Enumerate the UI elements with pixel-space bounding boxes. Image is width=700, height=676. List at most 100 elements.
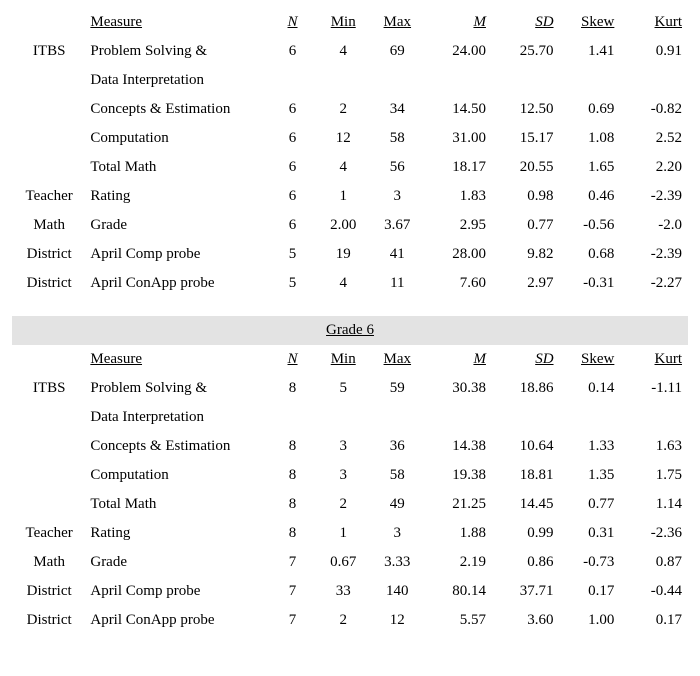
cell-max: 140: [370, 577, 424, 606]
cell-measure: April Comp probe: [86, 240, 269, 269]
cell-kurt: 1.63: [620, 432, 688, 461]
cell-max: 41: [370, 240, 424, 269]
cell-skew: 0.46: [560, 182, 621, 211]
cell-sd: 0.86: [492, 548, 560, 577]
cell-n: 6: [269, 211, 316, 240]
table-row: DistrictApril ConApp probe54117.602.97-0…: [12, 269, 688, 298]
cell-kurt: -2.39: [620, 182, 688, 211]
col-sd: SD: [492, 345, 560, 374]
cell-max: 3.33: [370, 548, 424, 577]
cell-category: [12, 95, 86, 124]
cell-measure: Total Math: [86, 490, 269, 519]
cell-sd: 12.50: [492, 95, 560, 124]
cell-min: 2: [316, 95, 370, 124]
cell-m: 1.83: [424, 182, 492, 211]
cell-skew: 0.17: [560, 577, 621, 606]
cell-kurt: -2.27: [620, 269, 688, 298]
cell-skew: 0.14: [560, 374, 621, 403]
cell-m: 19.38: [424, 461, 492, 490]
cell-n: 5: [269, 240, 316, 269]
cell-category: Math: [12, 548, 86, 577]
table-row-continuation: Data Interpretation: [12, 66, 688, 95]
cell-m: 5.57: [424, 606, 492, 635]
cell-measure: Concepts & Estimation: [86, 95, 269, 124]
table-row: MathGrade62.003.672.950.77-0.56-2.0: [12, 211, 688, 240]
cell-kurt: 2.52: [620, 124, 688, 153]
cell-measure: Problem Solving &: [86, 374, 269, 403]
col-m: M: [424, 8, 492, 37]
cell-sd: 37.71: [492, 577, 560, 606]
cell-m: 1.88: [424, 519, 492, 548]
cell-max: 59: [370, 374, 424, 403]
cell-kurt: -0.44: [620, 577, 688, 606]
cell-m: 2.19: [424, 548, 492, 577]
cell-n: 8: [269, 461, 316, 490]
cell-n: 6: [269, 182, 316, 211]
cell-n: 8: [269, 519, 316, 548]
cell-n: 7: [269, 577, 316, 606]
cell-kurt: 0.17: [620, 606, 688, 635]
cell-max: 3: [370, 182, 424, 211]
col-blank: [12, 8, 86, 37]
cell-category: [12, 461, 86, 490]
cell-min: 1: [316, 519, 370, 548]
cell-max: 49: [370, 490, 424, 519]
cell-min: 19: [316, 240, 370, 269]
col-n: N: [269, 8, 316, 37]
cell-n: 8: [269, 432, 316, 461]
cell-category: Math: [12, 211, 86, 240]
cell-min: 3: [316, 432, 370, 461]
cell-category: [12, 490, 86, 519]
cell-max: 3.67: [370, 211, 424, 240]
cell-sd: 14.45: [492, 490, 560, 519]
table-row: DistrictApril Comp probe73314080.1437.71…: [12, 577, 688, 606]
cell-sd: 18.81: [492, 461, 560, 490]
table-row: ITBSProblem Solving &646924.0025.701.410…: [12, 37, 688, 66]
section-title: Grade 6: [326, 322, 374, 338]
cell-kurt: -2.0: [620, 211, 688, 240]
cell-sd: 25.70: [492, 37, 560, 66]
cell-n: 6: [269, 124, 316, 153]
cell-min: 4: [316, 153, 370, 182]
cell-measure: Computation: [86, 461, 269, 490]
table-row: Computation835819.3818.811.351.75: [12, 461, 688, 490]
cell-min: 33: [316, 577, 370, 606]
cell-n: 7: [269, 606, 316, 635]
cell-skew: 1.00: [560, 606, 621, 635]
cell-max: 58: [370, 461, 424, 490]
col-kurt: Kurt: [620, 345, 688, 374]
table-row: DistrictApril ConApp probe72125.573.601.…: [12, 606, 688, 635]
cell-min: 4: [316, 37, 370, 66]
cell-n: 8: [269, 490, 316, 519]
table-row: TeacherRating6131.830.980.46-2.39: [12, 182, 688, 211]
cell-m: 18.17: [424, 153, 492, 182]
cell-sd: 10.64: [492, 432, 560, 461]
cell-min: 3: [316, 461, 370, 490]
cell-n: 5: [269, 269, 316, 298]
cell-kurt: 1.14: [620, 490, 688, 519]
cell-kurt: 0.91: [620, 37, 688, 66]
cell-min: 2: [316, 490, 370, 519]
cell-min: 2.00: [316, 211, 370, 240]
section-title-row: Grade 6: [12, 316, 688, 345]
cell-measure-cont: Data Interpretation: [86, 403, 269, 432]
cell-measure: April Comp probe: [86, 577, 269, 606]
cell-measure-cont: Data Interpretation: [86, 66, 269, 95]
col-skew: Skew: [560, 8, 621, 37]
cell-m: 21.25: [424, 490, 492, 519]
col-measure: Measure: [86, 8, 269, 37]
cell-kurt: 2.20: [620, 153, 688, 182]
cell-category: [12, 432, 86, 461]
cell-measure: Concepts & Estimation: [86, 432, 269, 461]
cell-measure: April ConApp probe: [86, 269, 269, 298]
cell-category: ITBS: [12, 37, 86, 66]
cell-m: 30.38: [424, 374, 492, 403]
cell-max: 11: [370, 269, 424, 298]
cell-measure: April ConApp probe: [86, 606, 269, 635]
cell-skew: 0.77: [560, 490, 621, 519]
col-min: Min: [316, 8, 370, 37]
cell-n: 8: [269, 374, 316, 403]
table-row: Total Math824921.2514.450.771.14: [12, 490, 688, 519]
cell-measure: Total Math: [86, 153, 269, 182]
cell-skew: -0.73: [560, 548, 621, 577]
